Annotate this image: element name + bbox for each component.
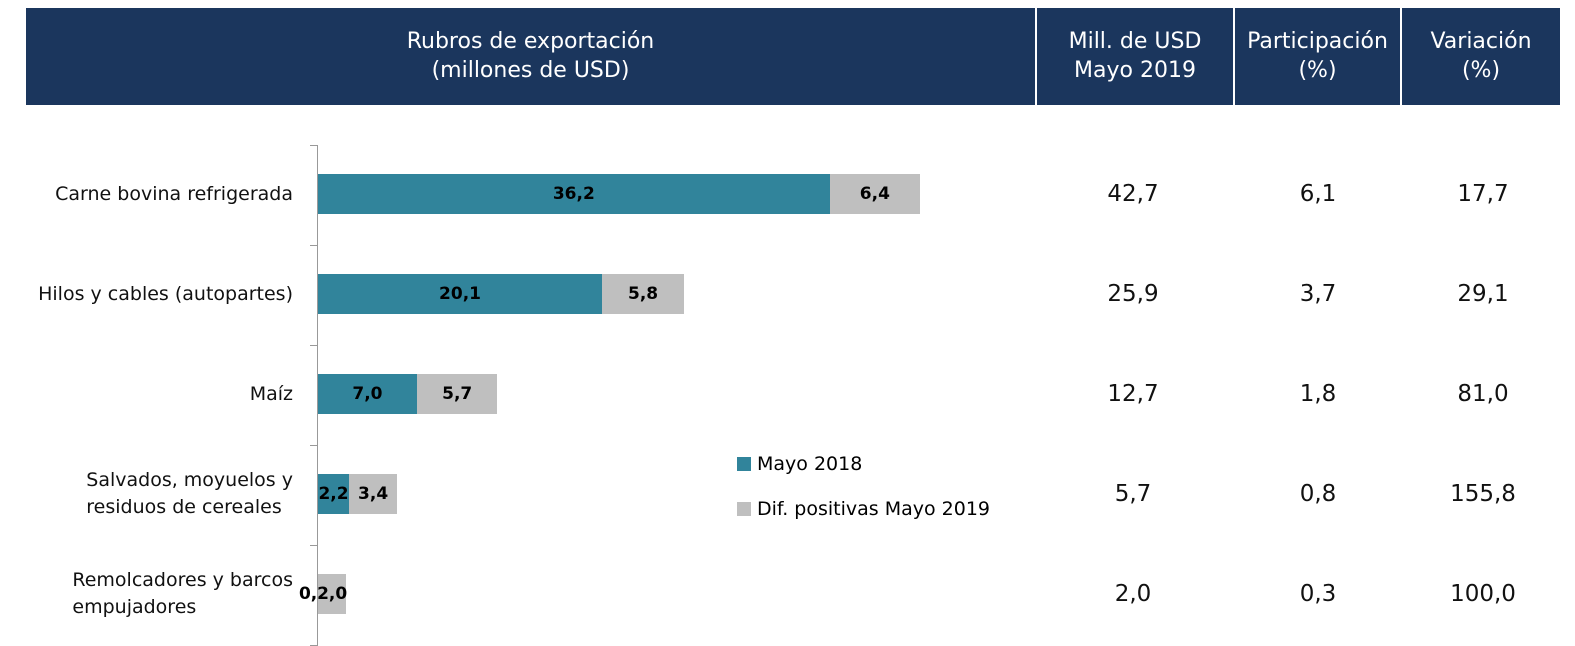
legend-label: Mayo 2018 <box>757 453 863 475</box>
category-label: Salvados, moyuelos y residuos de cereale… <box>86 464 293 524</box>
data-label: 5,8 <box>628 284 659 304</box>
category-label: Carne bovina refrigerada <box>55 164 293 224</box>
category-label: Hilos y cables (autopartes) <box>38 264 293 324</box>
axis-line <box>317 145 318 645</box>
legend-label: Dif. positivas Mayo 2019 <box>757 498 991 520</box>
data-label: 36,2 <box>552 184 595 204</box>
tick-mark <box>310 545 318 546</box>
bar-segment <box>318 274 603 314</box>
table-cell: 100,0 <box>1450 581 1516 607</box>
bar-segment <box>318 174 830 214</box>
table-cell: 6,1 <box>1299 181 1337 207</box>
table-cell: 29,1 <box>1457 281 1509 307</box>
category-text: Remolcadores y barcos empujadores <box>72 569 293 618</box>
bar-segment <box>318 374 417 414</box>
category-text: Hilos y cables (autopartes) <box>38 282 293 305</box>
category-text: Maíz <box>249 382 293 405</box>
table-cell: 17,7 <box>1457 181 1509 207</box>
legend-swatch <box>737 457 751 471</box>
tick-mark <box>310 345 318 346</box>
table-cell: 3,7 <box>1299 281 1337 307</box>
table-cell: 42,7 <box>1107 181 1159 207</box>
tick-mark <box>310 245 318 246</box>
header-column: Mill. de USD Mayo 2019 <box>1037 8 1233 105</box>
table-cell: 155,8 <box>1450 481 1516 507</box>
table-cell: 5,7 <box>1114 481 1152 507</box>
bar-segment <box>349 474 398 514</box>
table-cell: 81,0 <box>1457 381 1509 407</box>
legend-item: Dif. positivas Mayo 2019 <box>737 498 990 520</box>
data-label: 20,1 <box>439 284 482 304</box>
bar-segment <box>829 174 921 214</box>
category-label: Maíz <box>250 364 293 424</box>
legend-item: Mayo 2018 <box>737 453 862 475</box>
bar-segment <box>318 474 350 514</box>
data-label: 3,4 <box>358 484 389 504</box>
data-label: 5,7 <box>442 384 473 404</box>
header-column: Variación (%) <box>1402 8 1560 105</box>
bar-segment <box>416 374 498 414</box>
header-column: Participación (%) <box>1235 8 1400 105</box>
table-cell: 1,8 <box>1299 381 1337 407</box>
table-cell: 0,8 <box>1299 481 1337 507</box>
data-label: 6,4 <box>859 184 890 204</box>
data-label: 2,0 <box>317 584 348 604</box>
category-text: Carne bovina refrigerada <box>55 182 293 205</box>
table-cell: 25,9 <box>1107 281 1159 307</box>
data-label: 7,0 <box>352 384 383 404</box>
table-cell: 12,7 <box>1107 381 1159 407</box>
table-cell: 0,3 <box>1299 581 1337 607</box>
data-label: 2,2 <box>318 484 349 504</box>
header-title: Rubros de exportación (millones de USD) <box>26 8 1035 105</box>
category-text: Salvados, moyuelos y residuos de cereale… <box>86 469 293 518</box>
tick-mark <box>310 445 318 446</box>
legend-swatch <box>737 502 751 516</box>
bar-segment <box>318 574 347 614</box>
bar-segment <box>602 274 685 314</box>
category-label: Remolcadores y barcos empujadores <box>72 564 293 624</box>
tick-mark <box>310 145 318 146</box>
table-cell: 2,0 <box>1114 581 1152 607</box>
